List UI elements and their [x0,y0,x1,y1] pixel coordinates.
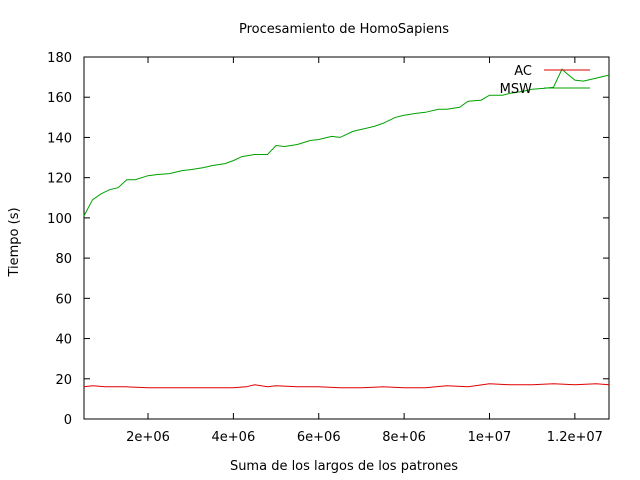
legend: AC MSW [500,64,590,97]
y-tick-label: 180 [47,51,72,66]
x-tick-label: 1.2e+07 [547,430,603,445]
chart-title: Procesamiento de HomoSapiens [239,22,449,37]
legend-label-ac: AC [514,64,532,79]
x-tick-label: 4e+06 [212,430,256,445]
y-tick-label: 0 [64,413,72,428]
series-layer [83,68,610,389]
x-axis-label: Suma de los largos de los patrones [230,459,458,474]
x-tick-label: 6e+06 [297,430,341,445]
y-tick-label: 80 [55,252,72,267]
plot-frame [83,56,610,420]
y-tick-label: 40 [55,333,72,348]
x-tick-label: 8e+06 [382,430,426,445]
y-axis-label: Tiempo (s) [7,207,22,277]
series-line-msw [83,68,610,217]
series-line-ac [83,383,610,389]
y-tick-label: 160 [47,91,72,106]
ticks-layer: 0 20 40 60 80 100 120 140 160 180 2e+06 4e+06 6e+06 8… [47,51,609,445]
y-tick-label: 20 [55,373,72,388]
y-tick-label: 100 [47,212,72,227]
y-tick-label: 60 [55,292,72,307]
legend-label-msw: MSW [500,82,532,97]
x-tick-label: 1e+07 [468,430,512,445]
x-tick-label: 2e+06 [126,430,170,445]
y-tick-label: 140 [47,131,72,146]
y-tick-label: 120 [47,172,72,187]
